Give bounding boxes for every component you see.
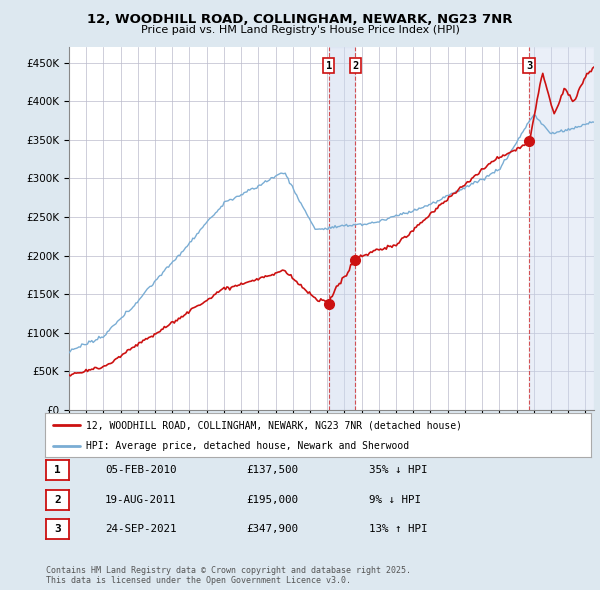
Text: 19-AUG-2011: 19-AUG-2011 bbox=[105, 495, 176, 504]
Text: 1: 1 bbox=[54, 466, 61, 475]
Text: £347,900: £347,900 bbox=[246, 525, 298, 534]
Text: 13% ↑ HPI: 13% ↑ HPI bbox=[369, 525, 427, 534]
Text: Price paid vs. HM Land Registry's House Price Index (HPI): Price paid vs. HM Land Registry's House … bbox=[140, 25, 460, 35]
Text: 2: 2 bbox=[54, 495, 61, 504]
Text: 9% ↓ HPI: 9% ↓ HPI bbox=[369, 495, 421, 504]
Bar bbox=[329, 47, 355, 410]
Text: 12, WOODHILL ROAD, COLLINGHAM, NEWARK, NG23 7NR (detached house): 12, WOODHILL ROAD, COLLINGHAM, NEWARK, N… bbox=[86, 421, 462, 430]
Text: 05-FEB-2010: 05-FEB-2010 bbox=[105, 466, 176, 475]
Text: 2: 2 bbox=[352, 61, 358, 71]
Text: £137,500: £137,500 bbox=[246, 466, 298, 475]
Text: 3: 3 bbox=[54, 525, 61, 534]
Text: Contains HM Land Registry data © Crown copyright and database right 2025.
This d: Contains HM Land Registry data © Crown c… bbox=[46, 566, 411, 585]
Text: HPI: Average price, detached house, Newark and Sherwood: HPI: Average price, detached house, Newa… bbox=[86, 441, 409, 451]
Bar bbox=[529, 47, 594, 410]
Text: 1: 1 bbox=[326, 61, 332, 71]
Text: 3: 3 bbox=[526, 61, 532, 71]
Text: 24-SEP-2021: 24-SEP-2021 bbox=[105, 525, 176, 534]
Text: 35% ↓ HPI: 35% ↓ HPI bbox=[369, 466, 427, 475]
Text: £195,000: £195,000 bbox=[246, 495, 298, 504]
Text: 12, WOODHILL ROAD, COLLINGHAM, NEWARK, NG23 7NR: 12, WOODHILL ROAD, COLLINGHAM, NEWARK, N… bbox=[87, 13, 513, 26]
